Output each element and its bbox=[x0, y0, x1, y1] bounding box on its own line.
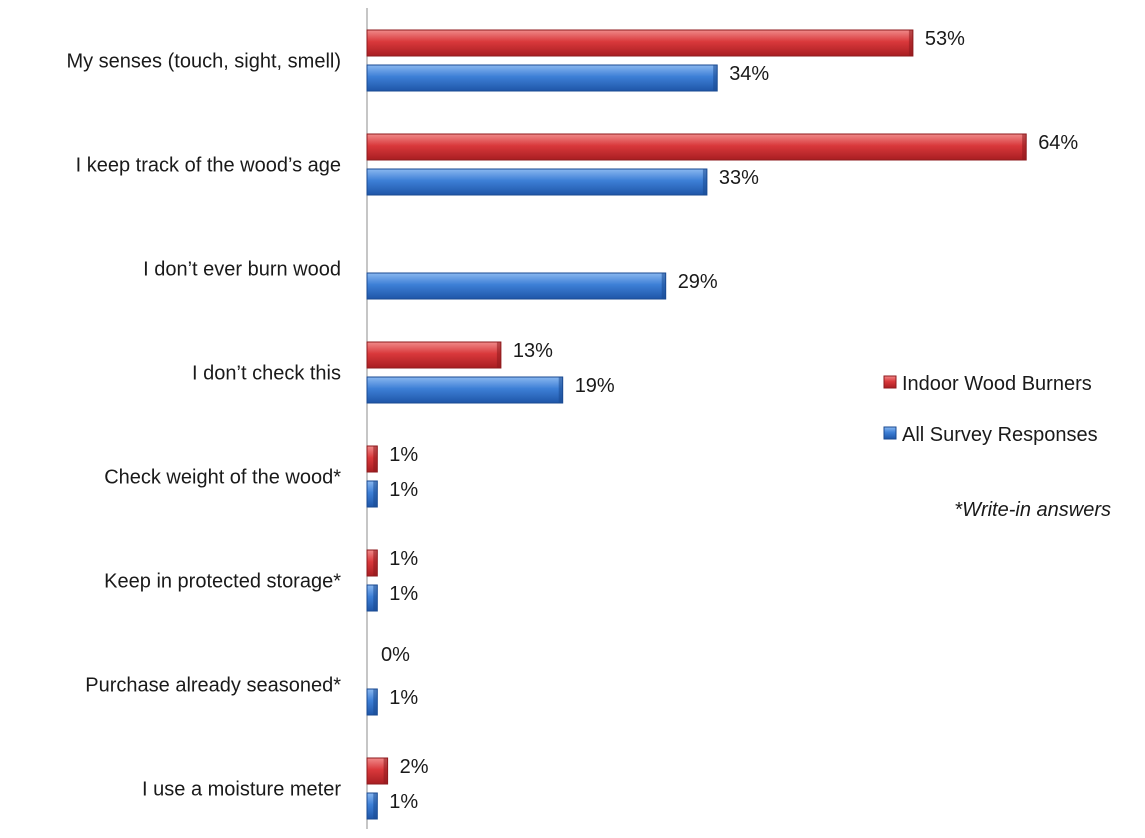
bar-cap-indoor-wood-burners bbox=[908, 30, 913, 56]
bar-cap-all-survey-responses bbox=[702, 169, 707, 195]
value-label-indoor-wood-burners: 53% bbox=[925, 28, 965, 50]
value-label-indoor-wood-burners: 0% bbox=[381, 644, 410, 666]
category-label: Purchase already seasoned* bbox=[85, 675, 341, 697]
bar-cap-indoor-wood-burners bbox=[496, 342, 501, 368]
labels-layer: 53% 34% 64% 33% 29% 13% 19% 1% 1% 1% 1% 0% 1% 2% 1% bbox=[381, 28, 1078, 813]
category-label: My senses (touch, sight, smell) bbox=[66, 51, 341, 73]
value-label-all-survey-responses: 29% bbox=[678, 271, 718, 293]
legend: Indoor Wood Burners All Survey Responses… bbox=[883, 373, 1111, 521]
legend-label-indoor-wood-burners: Indoor Wood Burners bbox=[902, 373, 1092, 395]
bar-cap-all-survey-responses bbox=[373, 481, 378, 507]
value-label-indoor-wood-burners: 13% bbox=[513, 340, 553, 362]
bar-all-survey-responses bbox=[366, 376, 564, 404]
value-label-indoor-wood-burners: 1% bbox=[389, 444, 418, 466]
bar-indoor-wood-burners bbox=[366, 29, 914, 57]
bar-cap-all-survey-responses bbox=[373, 793, 378, 819]
axis-layer: My senses (touch, sight, smell) I keep tr… bbox=[66, 8, 368, 829]
bar-cap-indoor-wood-burners bbox=[373, 550, 378, 576]
category-label: I don’t ever burn wood bbox=[143, 259, 341, 281]
bar-cap-indoor-wood-burners bbox=[383, 758, 388, 784]
legend-swatch-all-survey-responses bbox=[883, 426, 897, 440]
value-label-all-survey-responses: 33% bbox=[719, 167, 759, 189]
value-label-all-survey-responses: 19% bbox=[575, 375, 615, 397]
bar-all-survey-responses bbox=[366, 272, 667, 300]
legend-swatch-indoor-wood-burners bbox=[883, 375, 897, 389]
value-label-all-survey-responses: 1% bbox=[389, 479, 418, 501]
write-in-note: *Write-in answers bbox=[954, 499, 1111, 521]
value-label-indoor-wood-burners: 64% bbox=[1038, 132, 1078, 154]
value-label-all-survey-responses: 1% bbox=[389, 583, 418, 605]
bars-layer bbox=[366, 29, 1027, 820]
category-label: Keep in protected storage* bbox=[104, 571, 341, 593]
bar-cap-all-survey-responses bbox=[661, 273, 666, 299]
legend-label-all-survey-responses: All Survey Responses bbox=[902, 424, 1098, 446]
bar-all-survey-responses bbox=[366, 168, 708, 196]
category-label: Check weight of the wood* bbox=[104, 467, 341, 489]
value-label-indoor-wood-burners: 1% bbox=[389, 548, 418, 570]
bar-cap-indoor-wood-burners bbox=[373, 446, 378, 472]
value-label-indoor-wood-burners: 2% bbox=[400, 756, 429, 778]
bar-cap-all-survey-responses bbox=[373, 689, 378, 715]
category-label: I use a moisture meter bbox=[142, 779, 341, 801]
bar-cap-indoor-wood-burners bbox=[1022, 134, 1027, 160]
category-label: I don’t check this bbox=[192, 363, 341, 385]
value-label-all-survey-responses: 34% bbox=[729, 63, 769, 85]
bar-cap-all-survey-responses bbox=[373, 585, 378, 611]
bar-indoor-wood-burners bbox=[366, 341, 502, 369]
category-label: I keep track of the wood’s age bbox=[76, 155, 341, 177]
bar-indoor-wood-burners bbox=[366, 133, 1027, 161]
value-label-all-survey-responses: 1% bbox=[389, 791, 418, 813]
bar-cap-all-survey-responses bbox=[713, 65, 718, 91]
bar-cap-all-survey-responses bbox=[558, 377, 563, 403]
bar-all-survey-responses bbox=[366, 64, 718, 92]
value-label-all-survey-responses: 1% bbox=[389, 687, 418, 709]
